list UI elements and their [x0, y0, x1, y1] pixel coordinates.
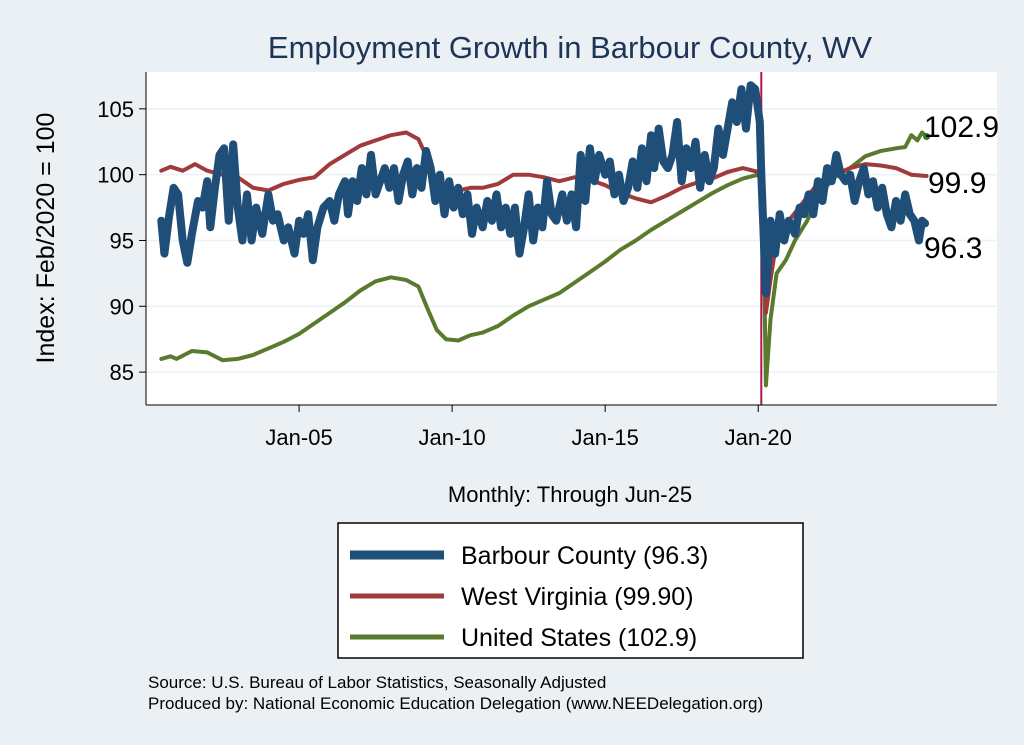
plot-area	[146, 72, 997, 405]
y-tick-label: 85	[110, 360, 134, 385]
x-tick-label: Jan-10	[418, 425, 485, 450]
chart-title: Employment Growth in Barbour County, WV	[268, 30, 872, 65]
legend-label-2: United States (102.9)	[461, 624, 697, 652]
end-label-1: 99.9	[928, 167, 986, 200]
x-tick-label: Jan-05	[265, 425, 332, 450]
y-tick-label: 100	[97, 163, 134, 188]
legend: Barbour County (96.3) West Virginia (99.9…	[337, 522, 804, 659]
end-point-marker	[923, 132, 931, 140]
axes: 85 90 95 100 105 Jan-05 Jan-10 Jan-15 Jan-20	[97, 72, 997, 450]
y-axis-title: Index: Feb/2020 = 100	[32, 113, 60, 364]
series-line-0	[157, 81, 930, 298]
y-tick-label: 95	[110, 228, 134, 253]
x-tick-label: Jan-20	[725, 425, 792, 450]
end-labels: 96.3 99.9 102.9	[924, 111, 999, 265]
x-tick-label: Jan-15	[572, 425, 639, 450]
source-note: Source: U.S. Bureau of Labor Statistics,…	[148, 673, 606, 692]
x-axis-title: Monthly: Through Jun-25	[448, 482, 692, 507]
series-lines	[157, 81, 931, 388]
end-label-2: 102.9	[924, 111, 999, 144]
legend-label-1: West Virginia (99.90)	[461, 583, 694, 611]
y-tick-label: 90	[110, 294, 134, 319]
producer-note: Produced by: National Economic Education…	[148, 694, 763, 713]
y-tick-label: 105	[97, 97, 134, 122]
end-label-0: 96.3	[924, 232, 982, 265]
legend-label-0: Barbour County (96.3)	[461, 542, 708, 570]
